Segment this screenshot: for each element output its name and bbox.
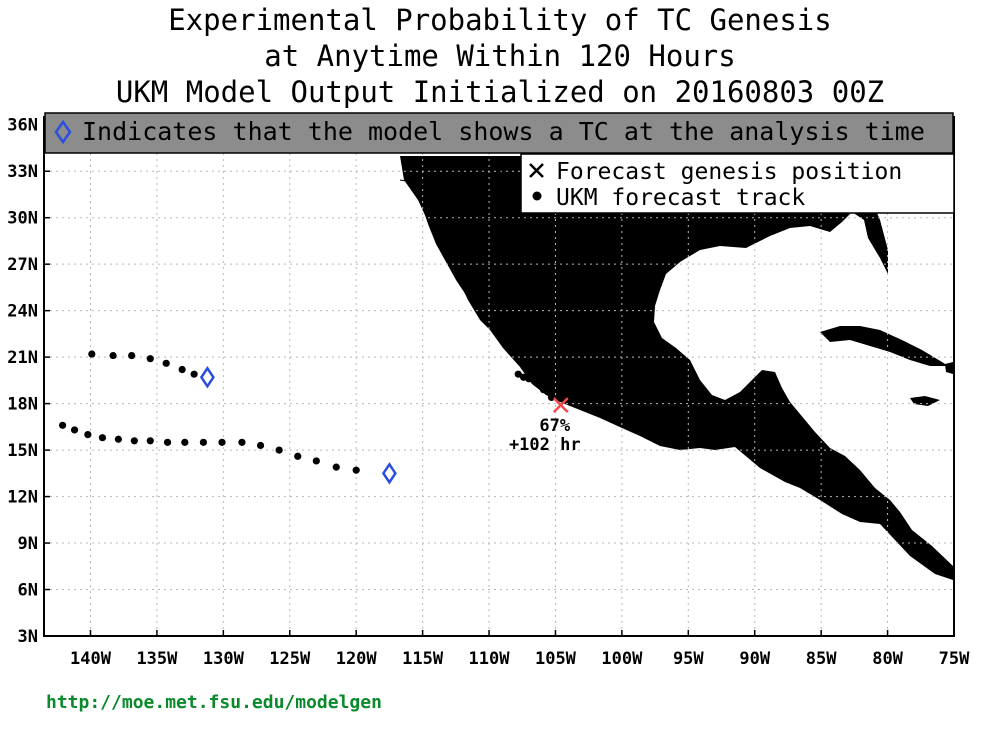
track-point — [294, 452, 302, 460]
y-axis: 3N 6N 9N 12N 15N 18N 21N 24N 27N 30N 33N 36N — [7, 116, 50, 647]
track-point — [98, 434, 107, 442]
land-layer — [356, 156, 953, 580]
legend-box — [520, 153, 955, 214]
track-point — [70, 426, 79, 434]
x-tick-label: 115W — [402, 649, 444, 669]
track-point — [190, 370, 198, 378]
track-point — [238, 438, 246, 446]
grid-layer — [44, 117, 955, 637]
x-tick-label: 95W — [673, 649, 704, 669]
track-point — [114, 435, 122, 443]
x-tick-label: 140W — [70, 649, 112, 669]
y-tick-label: 24N — [7, 302, 38, 322]
track-point — [146, 355, 154, 363]
x-axis: 140W 135W 130W 125W 120W 115W 110W 105W 100W 95W 9… — [70, 630, 970, 669]
x-tick-label: 85W — [806, 649, 837, 669]
track-point — [109, 351, 117, 360]
track-point — [178, 365, 186, 374]
track-point — [130, 437, 138, 445]
x-tick-label: 75W — [939, 649, 970, 669]
track-point — [128, 351, 136, 360]
hispaniola-land — [945, 362, 953, 374]
y-tick-label: 30N — [7, 209, 38, 229]
track-point — [163, 438, 172, 446]
track-point — [88, 350, 96, 358]
y-tick-label: 33N — [7, 162, 38, 182]
y-tick-label: 18N — [7, 395, 38, 415]
track-point — [58, 421, 67, 429]
y-tick-label: 6N — [18, 581, 38, 601]
title-line-2: at Anytime Within 120 Hours — [264, 39, 736, 73]
x-tick-label: 110W — [469, 649, 511, 669]
source-url[interactable]: http://moe.met.fsu.edu/modelgen — [46, 692, 382, 713]
track-point — [199, 438, 208, 446]
track-point — [146, 437, 154, 445]
diamond-icon — [54, 119, 72, 145]
title-line-1: Experimental Probability of TC Genesis — [168, 3, 832, 37]
track-point — [525, 375, 533, 383]
cuba-land — [820, 326, 948, 366]
x-tick-label: 80W — [872, 649, 903, 669]
track-point — [181, 438, 189, 446]
banner-text: Indicates that the model shows a TC at t… — [82, 117, 925, 146]
title-line-3: UKM Model Output Initialized on 20160803… — [115, 75, 885, 109]
forecast-tracks — [58, 350, 556, 485]
country-borders — [399, 160, 781, 465]
genesis-lead-time: +102 hr — [509, 435, 581, 455]
track-point — [352, 466, 360, 474]
legend: Forecast genesis position UKM forecast t… — [520, 153, 955, 214]
y-tick-label: 9N — [18, 534, 38, 554]
genesis-x-stroke — [552, 397, 569, 414]
x-tick-label: 90W — [739, 649, 770, 669]
genesis-probability: 67% — [539, 416, 570, 436]
analysis-diamond-icon — [199, 366, 215, 389]
genesis-marker — [552, 397, 569, 414]
track-point — [312, 457, 320, 465]
x-tick-label: 120W — [336, 649, 378, 669]
dot-icon — [532, 191, 542, 201]
track-point — [162, 359, 170, 367]
analysis-diamond-icon — [381, 462, 397, 485]
x-tick-label: 100W — [601, 649, 643, 669]
cross-icon — [529, 163, 544, 178]
y-tick-label: 15N — [7, 441, 38, 461]
track-point — [531, 378, 540, 386]
y-tick-label: 21N — [7, 348, 38, 368]
analysis-banner: Indicates that the model shows a TC at t… — [44, 112, 954, 154]
track-point — [218, 438, 226, 446]
legend-genesis-label: Forecast genesis position — [556, 159, 902, 185]
x-tick-label: 130W — [203, 649, 245, 669]
y-tick-label: 12N — [7, 488, 38, 508]
y-tick-label: 36N — [7, 116, 38, 136]
track-point — [84, 430, 92, 439]
mexico-central-america-land — [356, 156, 953, 580]
x-tick-label: 105W — [535, 649, 577, 669]
x-tick-label: 125W — [269, 649, 311, 669]
legend-track-label: UKM forecast track — [556, 185, 805, 211]
track-point — [539, 386, 548, 394]
track-point — [256, 441, 265, 450]
y-tick-label: 3N — [18, 627, 38, 647]
baja-california-land — [422, 200, 482, 314]
track-point — [332, 463, 340, 471]
track-point — [514, 370, 522, 378]
x-tick-label: 135W — [136, 649, 178, 669]
y-tick-label: 27N — [7, 255, 38, 275]
track-point — [275, 446, 283, 454]
banner-background — [44, 112, 954, 154]
